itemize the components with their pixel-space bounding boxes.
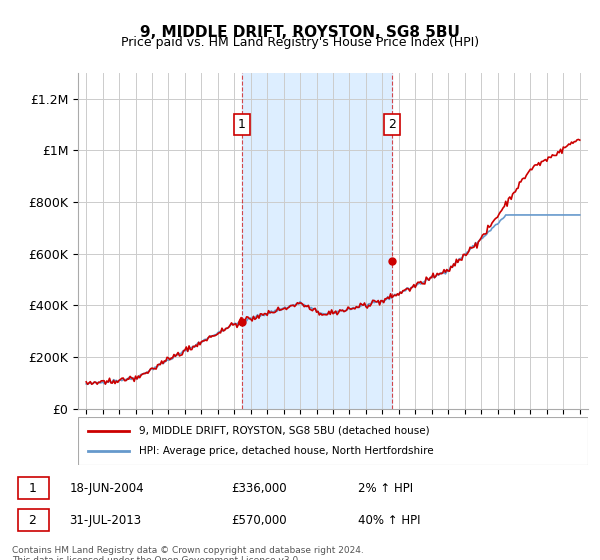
Text: 9, MIDDLE DRIFT, ROYSTON, SG8 5BU: 9, MIDDLE DRIFT, ROYSTON, SG8 5BU	[140, 25, 460, 40]
FancyBboxPatch shape	[18, 477, 49, 499]
Text: Price paid vs. HM Land Registry's House Price Index (HPI): Price paid vs. HM Land Registry's House …	[121, 36, 479, 49]
Text: 2: 2	[28, 514, 36, 527]
Text: £336,000: £336,000	[231, 482, 287, 494]
Text: 1: 1	[238, 118, 246, 131]
Bar	[242, 73, 392, 409]
Text: £570,000: £570,000	[231, 514, 287, 527]
FancyBboxPatch shape	[18, 509, 49, 531]
Text: 31-JUL-2013: 31-JUL-2013	[70, 514, 142, 527]
Text: 40% ↑ HPI: 40% ↑ HPI	[358, 514, 420, 527]
FancyBboxPatch shape	[78, 417, 588, 465]
Text: 2% ↑ HPI: 2% ↑ HPI	[358, 482, 413, 494]
Text: 9, MIDDLE DRIFT, ROYSTON, SG8 5BU (detached house): 9, MIDDLE DRIFT, ROYSTON, SG8 5BU (detac…	[139, 426, 430, 436]
Text: 1: 1	[28, 482, 36, 494]
Text: 18-JUN-2004: 18-JUN-2004	[70, 482, 144, 494]
Text: HPI: Average price, detached house, North Hertfordshire: HPI: Average price, detached house, Nort…	[139, 446, 434, 456]
Text: 2: 2	[388, 118, 396, 131]
Text: Contains HM Land Registry data © Crown copyright and database right 2024.
This d: Contains HM Land Registry data © Crown c…	[12, 546, 364, 560]
